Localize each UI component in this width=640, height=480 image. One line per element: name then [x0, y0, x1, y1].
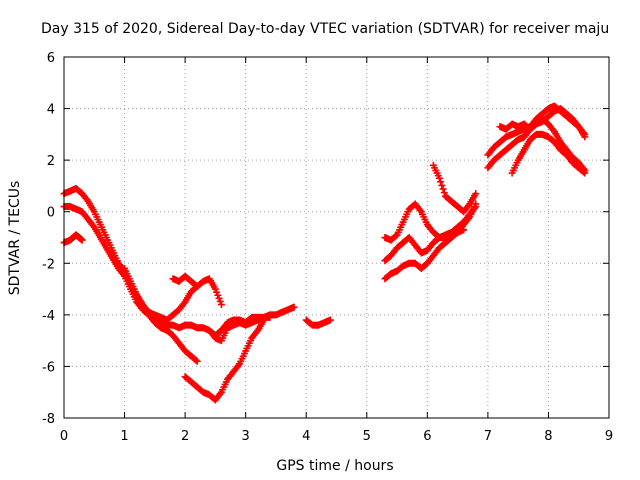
y-tick-label: 2 [47, 154, 55, 169]
point-marker [266, 313, 274, 321]
point-marker [460, 226, 468, 234]
point-marker [192, 281, 200, 289]
y-tick-label: 6 [47, 51, 55, 66]
point-marker [439, 185, 447, 193]
x-tick-label: 6 [423, 429, 431, 444]
point-marker [290, 303, 298, 311]
y-axis-label: SDTVAR / TECUs [7, 181, 23, 296]
y-tick-label: -6 [42, 360, 55, 375]
x-tick-label: 0 [60, 429, 68, 444]
series-7 [205, 313, 274, 345]
y-tick-label: 0 [47, 206, 55, 221]
point-marker [193, 282, 201, 290]
x-tick-label: 8 [544, 429, 552, 444]
data-points [60, 102, 589, 404]
point-marker [472, 203, 480, 211]
series-6 [181, 316, 268, 404]
point-marker [78, 236, 86, 244]
point-marker [217, 301, 225, 309]
point-marker [392, 232, 400, 240]
x-axis-label: GPS time / hours [276, 458, 393, 474]
x-tick-label: 7 [484, 429, 492, 444]
x-tick-label: 4 [302, 429, 310, 444]
x-tick-label: 5 [363, 429, 371, 444]
point-marker [472, 190, 480, 198]
y-tick-label: -4 [42, 309, 55, 324]
grid [64, 57, 609, 418]
y-tick-label: -8 [42, 412, 55, 427]
point-marker [580, 168, 588, 176]
point-marker [193, 357, 201, 365]
series-16 [484, 102, 589, 159]
point-marker [326, 316, 334, 324]
series-8 [302, 316, 334, 329]
series-2 [60, 203, 298, 339]
chart-title: Day 315 of 2020, Sidereal Day-to-day VTE… [41, 21, 609, 37]
y-tick-label: -2 [42, 257, 55, 272]
x-tick-label: 1 [120, 429, 128, 444]
point-marker [435, 174, 443, 182]
series-15 [508, 130, 589, 177]
x-tick-label: 9 [605, 429, 613, 444]
x-tick-label: 2 [181, 429, 189, 444]
y-tick-label: 4 [47, 103, 55, 118]
point-marker [581, 130, 589, 138]
x-tick-label: 3 [242, 429, 250, 444]
point-marker [438, 181, 446, 189]
point-marker [440, 189, 448, 197]
point-marker [581, 169, 589, 177]
point-marker [437, 178, 445, 186]
series-4 [121, 264, 225, 324]
series-5 [169, 272, 201, 290]
series-3 [60, 231, 86, 247]
point-marker [192, 356, 200, 364]
plot-frame [63, 56, 610, 419]
series-12 [429, 161, 480, 216]
series-14 [496, 115, 589, 174]
series-11 [381, 200, 468, 244]
axis-ticks: 0 1 2 3 4 5 6 7 8 9 6 4 2 0 -2 -4 -6 -8 [42, 51, 613, 444]
